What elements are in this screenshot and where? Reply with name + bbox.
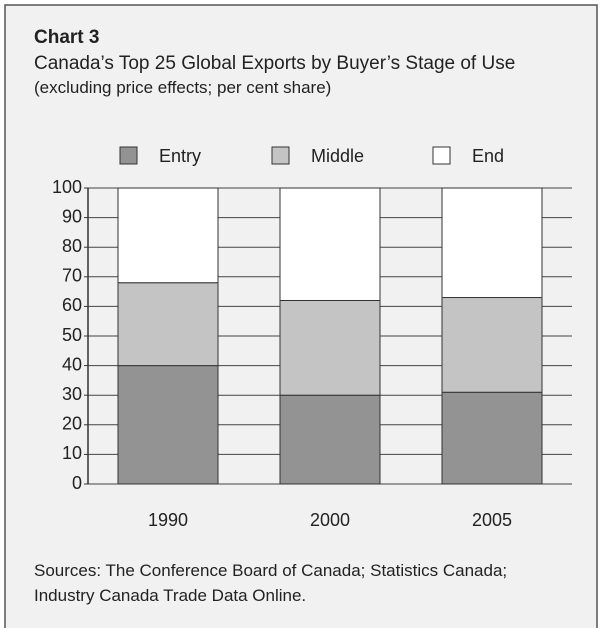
source: Sources: The Conference Board of Canada;… [34,561,508,605]
legend-swatch [432,146,451,165]
y-tick-label: 40 [62,354,82,374]
chart-title: Chart 3 [34,27,100,48]
y-tick-label: 30 [62,384,82,404]
chart-note: (excluding price effects; per cent share… [34,78,332,97]
y-tick-label: 50 [62,325,82,345]
bar-segment [441,297,543,393]
bar-segment [441,391,543,485]
x-tick-label: 2000 [310,510,350,530]
legend-label: Entry [159,146,201,166]
y-tick-label: 80 [62,236,82,256]
legend-label: End [472,146,504,166]
bar-segment [117,365,219,485]
bar-segment [117,187,219,284]
y-tick-label: 0 [72,473,82,493]
y-tick-label: 90 [62,206,82,226]
y-tick-label: 60 [62,295,82,315]
y-tick-label: 100 [52,177,82,197]
bar-segment [117,282,219,367]
legend-swatch [271,146,290,165]
bar-segment [441,187,543,299]
legend-label: Middle [311,146,364,166]
bar-segment [279,187,381,301]
legend-swatch [119,146,138,165]
y-tick-label: 20 [62,414,82,434]
y-tick-label: 10 [62,443,82,463]
bar-segment [279,299,381,396]
bar-segment [279,394,381,485]
x-tick-label: 2005 [472,510,512,530]
chart-subtitle: Canada’s Top 25 Global Exports by Buyer’… [34,53,516,74]
y-tick-label: 70 [62,266,82,286]
x-tick-label: 1990 [148,510,188,530]
